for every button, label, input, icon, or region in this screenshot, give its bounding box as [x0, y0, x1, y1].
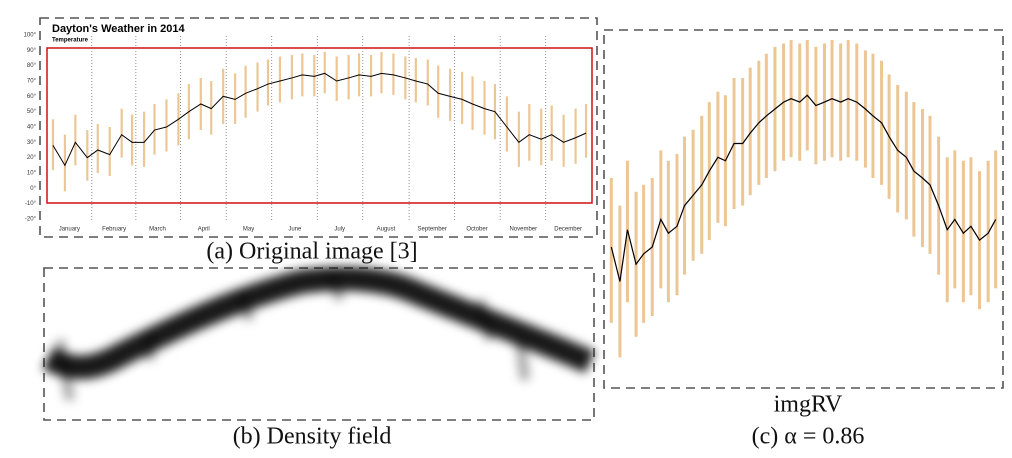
y-tick-label: 90° — [27, 48, 37, 54]
x-tick-label: January — [59, 227, 80, 233]
y-tick-label: 80° — [27, 63, 37, 69]
x-tick-label: November — [509, 227, 537, 233]
x-tick-label: February — [102, 227, 126, 233]
x-tick-label: June — [288, 227, 302, 233]
y-tick-label: 30° — [27, 140, 37, 146]
x-tick-label: July — [334, 227, 345, 233]
panel-c-frame — [603, 29, 1004, 389]
x-tick-label: December — [554, 227, 582, 233]
x-tick-label: March — [149, 227, 166, 233]
y-tick-label: 70° — [27, 79, 37, 85]
x-tick-label: May — [243, 227, 254, 233]
y-tick-label: 100° — [24, 33, 37, 39]
y-tick-label: -20° — [25, 217, 37, 223]
x-tick-label: April — [198, 227, 210, 233]
chart-title: Dayton's Weather in 2014 — [52, 23, 186, 35]
density-field — [42, 266, 595, 401]
panel-a-frame — [39, 17, 598, 238]
caption: (a) Original image [3] — [206, 239, 417, 265]
highlight-box — [46, 47, 593, 204]
y-tick-label: 10° — [27, 171, 37, 177]
caption: (b) Density field — [233, 424, 392, 450]
caption: imgRV — [774, 392, 843, 418]
y-tick-label: 60° — [27, 94, 37, 100]
y-tick-label: 0° — [30, 186, 36, 192]
mean-temperature-line — [52, 72, 587, 167]
mean-temperature-line — [610, 94, 997, 282]
y-tick-label: 20° — [27, 155, 37, 161]
x-tick-label: August — [377, 227, 396, 233]
chart-subtitle: Temperature — [52, 38, 89, 44]
y-tick-label: -10° — [25, 201, 37, 207]
y-tick-label: 50° — [27, 109, 37, 115]
caption: (c) α = 0.86 — [752, 424, 865, 450]
x-tick-label: October — [466, 227, 487, 233]
y-tick-label: 40° — [27, 125, 37, 131]
x-tick-label: September — [418, 227, 447, 233]
